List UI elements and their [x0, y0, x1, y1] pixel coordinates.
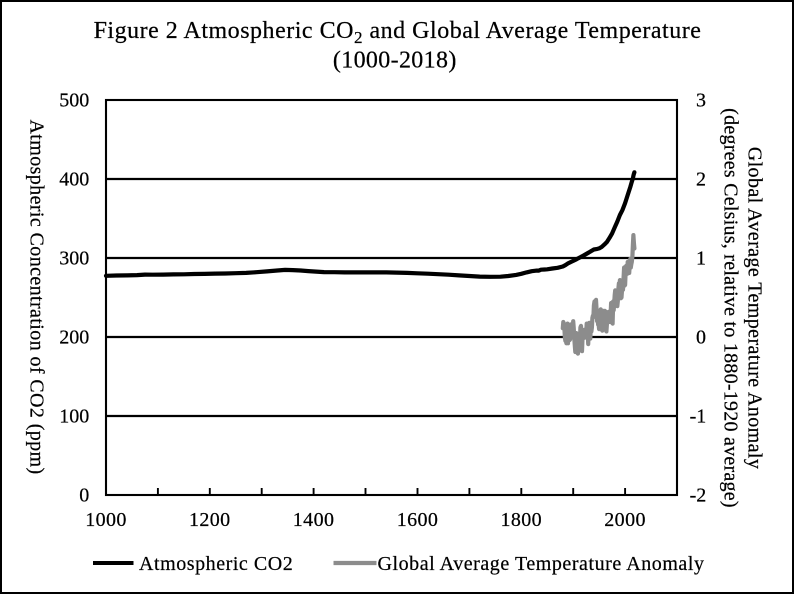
svg-text:1: 1	[696, 248, 706, 270]
svg-text:300: 300	[59, 248, 89, 270]
svg-text:1200: 1200	[189, 509, 231, 531]
svg-text:Atmospheric Concentration of C: Atmospheric Concentration of CO2 (ppm)	[26, 119, 48, 474]
svg-text:3: 3	[696, 90, 706, 112]
svg-text:400: 400	[59, 169, 89, 191]
svg-text:2000: 2000	[604, 509, 646, 531]
svg-text:(1000-2018): (1000-2018)	[333, 48, 457, 74]
svg-text:500: 500	[59, 90, 89, 112]
svg-text:Atmospheric CO2: Atmospheric CO2	[139, 553, 293, 575]
svg-text:Global Average Temperature Ano: Global Average Temperature Anomaly	[378, 553, 705, 575]
svg-text:1800: 1800	[500, 509, 542, 531]
svg-text:1600: 1600	[397, 509, 439, 531]
svg-text:200: 200	[59, 327, 89, 349]
svg-text:0: 0	[696, 327, 706, 349]
svg-text:Figure 2 Atmospheric CO2 and G: Figure 2 Atmospheric CO2 and Global Aver…	[94, 18, 702, 47]
svg-text:100: 100	[59, 406, 89, 428]
svg-text:(degrees Celsius, relative to: (degrees Celsius, relative to 1880-1920 …	[720, 108, 742, 508]
svg-text:1400: 1400	[293, 509, 335, 531]
svg-text:1000: 1000	[85, 509, 127, 531]
svg-text:-1: -1	[690, 406, 707, 428]
svg-text:2: 2	[696, 169, 706, 191]
svg-text:-2: -2	[690, 485, 707, 507]
svg-text:0: 0	[79, 485, 89, 507]
svg-text:Global Average Temperature Ano: Global Average Temperature Anomaly	[744, 147, 766, 470]
